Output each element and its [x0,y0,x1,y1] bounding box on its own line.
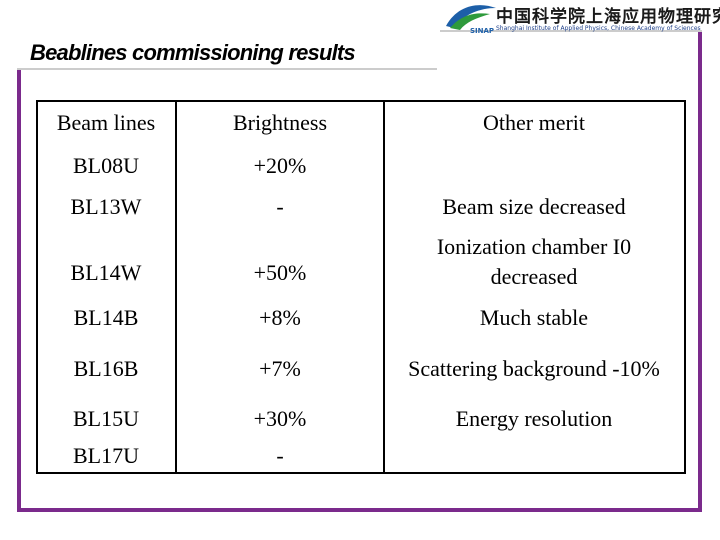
table-cell: Ionization chamber I0 decreased [436,234,632,289]
table-cell: +8% [259,305,301,330]
table-cell: Much stable [479,305,589,330]
column-divider [175,100,177,472]
table-cell: - [276,443,284,468]
table-cell: Scattering background -10% [408,356,660,381]
table-cell: BL14B [73,305,139,330]
column-header: Brightness [232,110,328,135]
frame-right [698,30,702,512]
table-cell: +50% [253,260,307,285]
table-cell: BL13W [70,194,142,219]
logo-abbr: SINAP [470,27,494,35]
table-cell: +30% [253,406,307,431]
table-cell: Energy resolution [455,406,613,431]
frame-top [17,68,437,70]
table-cell: BL15U [73,406,139,431]
table-cell: +20% [253,153,307,178]
table-cell: BL16B [73,356,139,381]
logo-chinese: 中国科学院上海应用物理研究所 [496,7,720,27]
table-cell: - [276,194,284,219]
logo-english: Shanghai Institute of Applied Physics, C… [496,25,701,32]
table-cell: BL14W [70,260,142,285]
frame-top-right [440,30,702,32]
logo-mark: SINAP [446,5,496,35]
column-header: Beam lines [56,110,156,135]
frame-left [17,68,21,512]
table-cell: BL17U [73,443,139,468]
frame-bottom [17,508,702,512]
table-cell: BL08U [73,153,139,178]
table-cell: Beam size decreased [442,194,626,219]
column-divider [383,100,385,472]
table [36,100,686,474]
table-cell: +7% [259,356,301,381]
slide-title: Beablines commissioning results [30,40,356,65]
column-header: Other merit [482,110,586,135]
